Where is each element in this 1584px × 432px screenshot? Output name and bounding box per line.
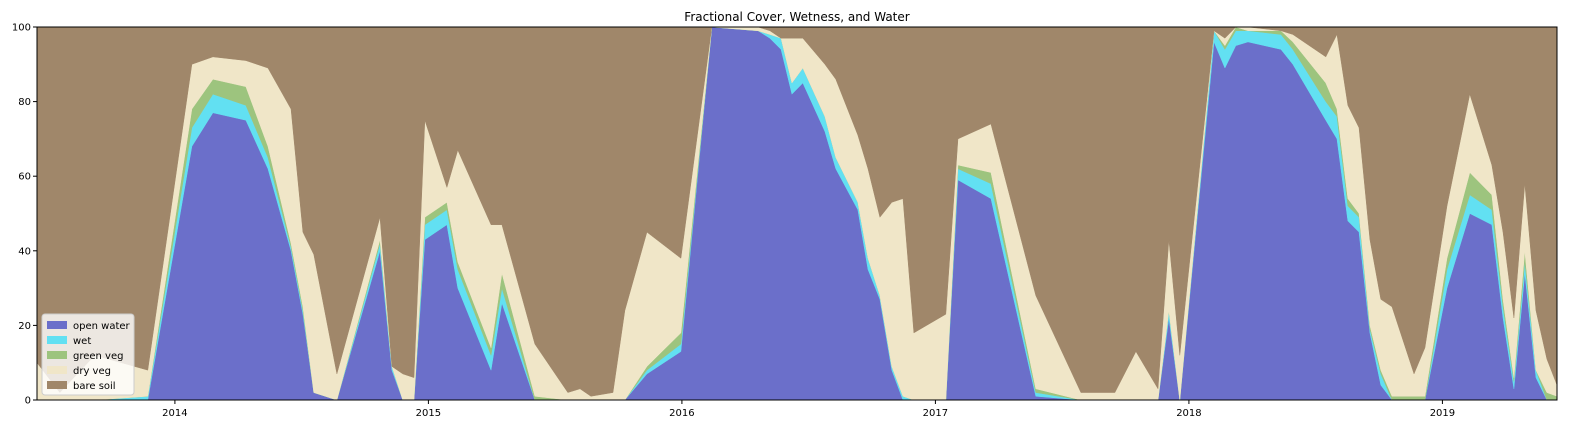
y-tick-label: 0	[25, 396, 31, 407]
legend-swatch	[47, 381, 67, 389]
x-tick-label: 2015	[416, 408, 441, 419]
plot-area	[37, 27, 1557, 400]
legend-label: green veg	[73, 351, 123, 362]
legend-label: dry veg	[73, 366, 111, 377]
legend-label: open water	[73, 321, 131, 332]
y-tick-label: 20	[18, 321, 31, 332]
y-tick-label: 80	[18, 97, 31, 108]
x-tick-label: 2018	[1176, 408, 1201, 419]
x-tick-label: 2014	[162, 408, 187, 419]
legend: open water wet green veg dry veg bare soil	[41, 313, 135, 396]
plot-frame	[36, 26, 1558, 401]
area	[37, 27, 1557, 400]
x-tick-label: 2019	[1430, 408, 1455, 419]
x-tick-label: 2016	[669, 408, 694, 419]
legend-swatch	[47, 321, 67, 329]
y-tick-label: 60	[18, 172, 31, 183]
y-tick-label: 40	[18, 246, 31, 257]
legend-swatch	[47, 351, 67, 359]
area	[37, 27, 1557, 397]
legend-label: bare soil	[73, 381, 116, 392]
x-tick-label: 2017	[923, 408, 948, 419]
legend-swatch	[47, 336, 67, 344]
legend-swatch	[47, 366, 67, 374]
chart-title: Fractional Cover, Wetness, and Water	[684, 10, 909, 24]
legend-box	[41, 313, 135, 396]
y-tick-label: 100	[12, 23, 31, 34]
legend-label: wet	[73, 336, 91, 347]
